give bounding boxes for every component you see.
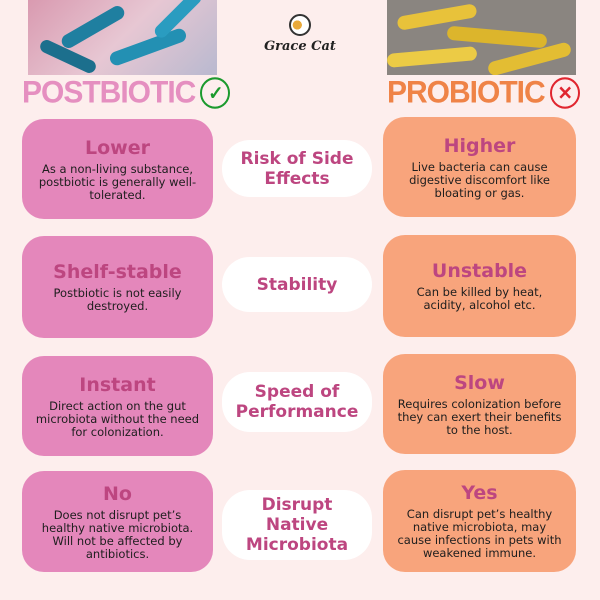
postbiotic-card-speed: Instant Direct action on the gut microbi… xyxy=(22,356,213,456)
postbiotic-card-microbiota: No Does not disrupt pet’s healthy native… xyxy=(22,471,213,572)
probiotic-heading: PROBIOTIC ✕ xyxy=(387,75,580,111)
card-title: No xyxy=(103,482,132,505)
criterion-stability: Stability xyxy=(222,257,372,312)
card-title: Unstable xyxy=(431,260,528,282)
probiotic-label: PROBIOTIC xyxy=(387,75,546,110)
check-circle-icon: ✓ xyxy=(200,77,231,109)
card-title: Yes xyxy=(461,482,498,504)
card-description: Requires colonization before they can ex… xyxy=(397,396,562,437)
card-description: Can disrupt pet’s healthy native microbi… xyxy=(397,507,562,560)
probiotic-card-speed: Slow Requires colonization before they c… xyxy=(383,354,576,454)
grace-cat-logo: Grace Cat xyxy=(262,14,338,54)
card-description: Live bacteria can cause digestive discom… xyxy=(409,159,550,200)
card-description: Postbiotic is not easily destroyed. xyxy=(53,286,182,313)
postbiotic-bacteria-image xyxy=(28,0,217,75)
postbiotic-card-side-effects: Lower As a non-living substance, postbio… xyxy=(22,119,213,219)
card-description: As a non-living substance, postbiotic is… xyxy=(38,161,197,202)
card-description: Can be killed by heat, acidity, alcohol … xyxy=(416,285,543,312)
card-title: Shelf-stable xyxy=(53,261,182,283)
probiotic-bacteria-image xyxy=(387,0,576,75)
card-description: Does not disrupt pet’s healthy native mi… xyxy=(41,507,194,561)
card-title: Higher xyxy=(443,134,516,157)
card-title: Instant xyxy=(79,373,156,396)
card-title: Lower xyxy=(85,136,150,159)
postbiotic-label: POSTBIOTIC xyxy=(22,75,196,110)
criterion-side-effects: Risk of Side Effects xyxy=(222,140,372,197)
card-description: Direct action on the gut microbiota with… xyxy=(35,398,200,439)
probiotic-card-side-effects: Higher Live bacteria can cause digestive… xyxy=(383,117,576,217)
card-title: Slow xyxy=(454,371,505,394)
cat-logo-icon xyxy=(289,14,311,36)
postbiotic-heading: POSTBIOTIC ✓ xyxy=(22,75,231,111)
x-circle-icon: ✕ xyxy=(549,77,580,109)
brand-name: Grace Cat xyxy=(264,39,336,54)
probiotic-card-stability: Unstable Can be killed by heat, acidity,… xyxy=(383,235,576,337)
probiotic-card-microbiota: Yes Can disrupt pet’s healthy native mic… xyxy=(383,470,576,572)
criterion-speed: Speed of Performance xyxy=(222,372,372,432)
postbiotic-card-stability: Shelf-stable Postbiotic is not easily de… xyxy=(22,236,213,338)
criterion-microbiota: Disrupt Native Microbiota xyxy=(222,490,372,560)
